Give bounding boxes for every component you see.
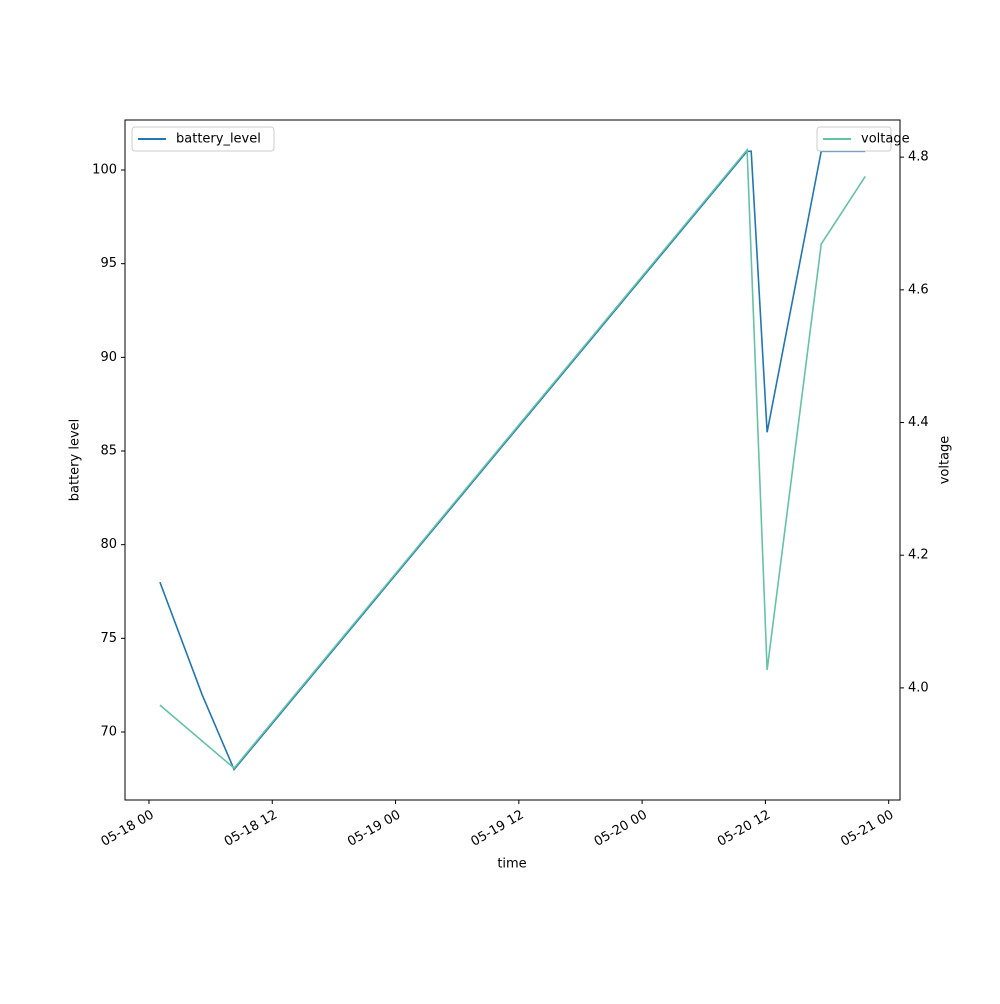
series-line — [159, 147, 866, 770]
y2-tick-label: 4.4 — [908, 415, 929, 430]
y-tick-label: 90 — [100, 350, 117, 365]
y-axis-label: battery level — [68, 419, 83, 502]
y-tick-label: 85 — [100, 444, 117, 459]
x-tick-label: 05-19 00 — [345, 808, 403, 850]
y2-axis-label: voltage — [938, 436, 953, 485]
y-tick-label: 75 — [100, 631, 117, 646]
y2-tick-label: 4.8 — [908, 150, 929, 165]
legend-box — [131, 126, 275, 152]
x-tick-label: 05-21 00 — [838, 808, 896, 850]
x-tick-label: 05-19 12 — [468, 808, 526, 850]
y-tick-label: 100 — [92, 163, 117, 178]
y-tick-label: 95 — [100, 256, 117, 271]
x-tick-label: 05-20 12 — [715, 808, 773, 850]
x-tick-label: 05-18 12 — [222, 808, 280, 850]
y-tick-label: 70 — [100, 725, 117, 740]
y-tick-label: 80 — [100, 537, 117, 552]
legend-label: voltage — [861, 132, 910, 147]
series-line — [159, 150, 866, 771]
x-tick-label: 05-18 00 — [99, 808, 157, 850]
legend-box — [816, 126, 892, 152]
y2-tick-label: 4.0 — [908, 680, 929, 695]
y2-tick-label: 4.2 — [908, 548, 929, 563]
x-axis-label: time — [497, 857, 526, 872]
legend-label: battery_level — [176, 132, 261, 147]
x-tick-label: 05-20 00 — [592, 808, 650, 850]
y2-tick-label: 4.6 — [908, 282, 929, 297]
plot-frame — [124, 119, 901, 801]
